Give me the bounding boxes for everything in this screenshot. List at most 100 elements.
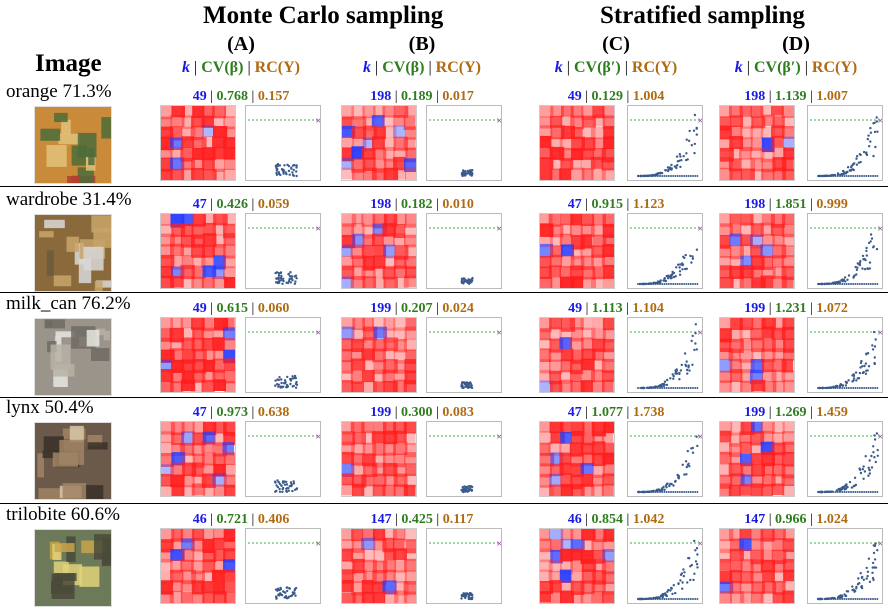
scatter-plot: ×: [807, 317, 883, 393]
cell-stats: 47 | 0.973 | 0.638: [192, 405, 290, 420]
cv-value: 0.425: [401, 512, 433, 527]
svg-text:×: ×: [877, 432, 882, 441]
cell-stats: 199 | 1.269 | 1.459: [744, 405, 848, 420]
k-value: 198: [370, 197, 392, 212]
group-title-monte-carlo: Monte Carlo sampling: [203, 2, 444, 29]
k-value: 47: [567, 197, 582, 212]
attribution-heatmap: [341, 528, 417, 604]
row-label: lynx 50.4%: [6, 397, 94, 418]
legend-rc: RC(Y): [254, 59, 300, 76]
k-value: 46: [192, 512, 207, 527]
attribution-heatmap: [160, 213, 236, 289]
legend-k: k: [182, 59, 191, 76]
svg-text:×: ×: [697, 539, 702, 548]
cell-stats: 147 | 0.966 | 1.024: [744, 512, 848, 527]
cv-value: 0.129: [591, 89, 624, 104]
k-value: 49: [567, 89, 582, 104]
cv-value: 0.768: [216, 89, 249, 104]
scatter-plot: ×: [627, 213, 703, 289]
cv-value: 0.426: [216, 197, 249, 212]
k-value: 47: [192, 405, 207, 420]
row-divider: [0, 503, 888, 504]
rc-value: 0.117: [442, 512, 474, 527]
scatter-plot: ×: [245, 528, 321, 604]
rc-value: 0.060: [257, 301, 290, 316]
scatter-plot: ×: [245, 105, 321, 181]
k-value: 147: [370, 512, 392, 527]
legend-k: k: [734, 59, 743, 76]
cell-stats: 199 | 0.300 | 0.083: [370, 405, 474, 420]
rc-value: 0.010: [442, 197, 474, 212]
svg-text:×: ×: [877, 328, 882, 337]
column-legend: k | CV(β) | RC(Y): [182, 59, 300, 76]
cell-stats: 49 | 0.615 | 0.060: [192, 301, 290, 316]
image-column-header: Image: [35, 50, 102, 77]
rc-value: 0.017: [442, 89, 474, 104]
svg-text:×: ×: [496, 432, 501, 441]
rc-value: 0.157: [257, 89, 290, 104]
group-title-stratified: Stratified sampling: [600, 2, 805, 29]
k-value: 198: [744, 197, 766, 212]
column-letter: (B): [408, 33, 436, 55]
scatter-plot: ×: [245, 213, 321, 289]
cv-value: 0.207: [401, 301, 433, 316]
rc-value: 0.024: [442, 301, 474, 316]
attribution-heatmap: [160, 421, 236, 497]
cv-value: 0.966: [775, 512, 807, 527]
cell-stats: 198 | 1.139 | 1.007: [744, 89, 848, 104]
cv-value: 1.077: [591, 405, 624, 420]
k-value: 47: [192, 197, 207, 212]
cell-stats: 46 | 0.854 | 1.042: [567, 512, 665, 527]
attribution-heatmap: [719, 317, 795, 393]
attribution-heatmap: [539, 317, 615, 393]
legend-rc: RC(Y): [435, 59, 481, 76]
cell-stats: 198 | 0.189 | 0.017: [370, 89, 474, 104]
svg-text:×: ×: [697, 328, 702, 337]
column-legend: k | CV(β′) | RC(Y): [734, 59, 858, 76]
cv-value: 1.231: [775, 301, 807, 316]
scatter-plot: ×: [245, 317, 321, 393]
rc-value: 0.083: [442, 405, 474, 420]
cell-stats: 47 | 1.077 | 1.738: [567, 405, 665, 420]
legend-k: k: [554, 59, 563, 76]
svg-text:×: ×: [496, 224, 501, 233]
scatter-plot: ×: [807, 105, 883, 181]
k-value: 49: [192, 89, 207, 104]
svg-text:×: ×: [315, 432, 320, 441]
attribution-heatmap: [160, 528, 236, 604]
rc-value: 1.459: [816, 405, 848, 420]
scatter-plot: ×: [627, 105, 703, 181]
svg-text:×: ×: [877, 116, 882, 125]
rc-value: 1.738: [632, 405, 665, 420]
scatter-plot: ×: [426, 213, 502, 289]
cv-value: 0.915: [591, 197, 624, 212]
rc-value: 0.638: [257, 405, 290, 420]
svg-text:×: ×: [496, 539, 501, 548]
lynx-thumbnail: [34, 422, 112, 500]
legend-cv: CV(β): [201, 59, 244, 76]
cv-value: 1.139: [775, 89, 807, 104]
scatter-plot: ×: [627, 528, 703, 604]
cell-stats: 198 | 0.182 | 0.010: [370, 197, 474, 212]
attribution-heatmap: [539, 528, 615, 604]
scatter-plot: ×: [807, 213, 883, 289]
rc-value: 1.004: [632, 89, 665, 104]
legend-cv: CV(β′): [573, 59, 621, 76]
legend-cv: CV(β′): [753, 59, 801, 76]
column-letter: (D): [782, 33, 810, 55]
k-value: 49: [568, 301, 583, 316]
svg-text:×: ×: [315, 539, 320, 548]
cell-stats: 49 | 0.768 | 0.157: [192, 89, 290, 104]
attribution-heatmap: [160, 317, 236, 393]
scatter-plot: ×: [426, 105, 502, 181]
row-label: orange 71.3%: [6, 81, 112, 102]
rc-value: 1.024: [816, 512, 848, 527]
cell-stats: 198 | 1.851 | 0.999: [744, 197, 848, 212]
k-value: 198: [370, 89, 392, 104]
cell-stats: 147 | 0.425 | 0.117: [370, 512, 474, 527]
fruit-stand-thumbnail: [34, 106, 112, 184]
k-value: 47: [567, 405, 582, 420]
row-divider: [0, 186, 888, 187]
attribution-heatmap: [539, 105, 615, 181]
cell-stats: 49 | 0.129 | 1.004: [567, 89, 665, 104]
